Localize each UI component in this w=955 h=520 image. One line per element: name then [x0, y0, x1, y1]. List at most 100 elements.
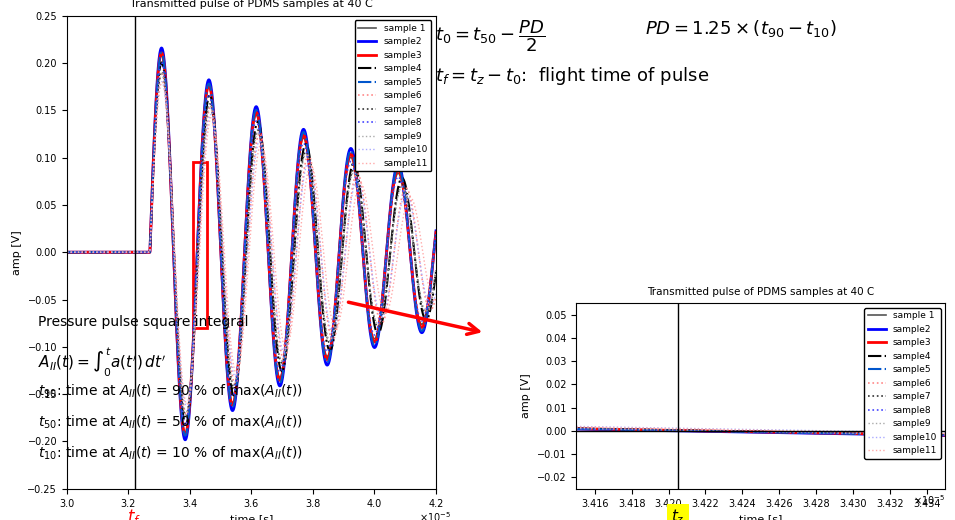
- sample6: [202, 108, 214, 114]
- sample7: [219, 296, 230, 303]
- Line: sample 1: sample 1: [576, 429, 945, 436]
- sample11: [219, 254, 230, 261]
- sample3: [733, 428, 745, 435]
- sample7: [865, 431, 877, 437]
- sample3: [608, 426, 620, 433]
- X-axis label: time [s]: time [s]: [230, 514, 273, 520]
- sample11: [384, 303, 395, 309]
- sample9: [219, 296, 230, 302]
- sample9: [423, 304, 435, 310]
- sample4: [180, 422, 192, 428]
- sample9: [156, 69, 167, 75]
- Line: sample3: sample3: [67, 53, 436, 435]
- sample2: [180, 437, 191, 443]
- sample2: [61, 249, 73, 255]
- sample 1: [570, 426, 582, 432]
- sample10: [202, 116, 214, 122]
- Line: sample11: sample11: [67, 82, 436, 404]
- sample9: [865, 431, 877, 437]
- sample2: [608, 426, 620, 433]
- sample8: [733, 428, 745, 435]
- sample3: [180, 432, 191, 438]
- sample5: [180, 433, 191, 439]
- sample7: [202, 102, 214, 109]
- sample8: [824, 430, 836, 436]
- Y-axis label: amp [V]: amp [V]: [521, 374, 531, 419]
- sample4: [940, 432, 951, 438]
- sample6: [859, 430, 870, 436]
- sample 1: [431, 230, 442, 236]
- sample9: [125, 249, 137, 255]
- sample3: [384, 219, 395, 226]
- Text: $t_{10}$: time at $A_{II}(t)$ = 10 % of max$(A_{II}(t))$: $t_{10}$: time at $A_{II}(t)$ = 10 % of …: [38, 445, 303, 462]
- sample4: [608, 426, 620, 432]
- sample10: [608, 424, 620, 430]
- sample9: [570, 425, 582, 432]
- sample10: [431, 289, 442, 295]
- sample7: [103, 249, 115, 255]
- sample8: [940, 432, 951, 438]
- sample5: [61, 249, 73, 255]
- sample4: [824, 430, 836, 436]
- sample10: [157, 79, 168, 85]
- sample11: [865, 429, 877, 435]
- Text: $t_{90}$: time at $A_{II}(t)$ = 90 % of max$(A_{II}(t))$: $t_{90}$: time at $A_{II}(t)$ = 90 % of …: [38, 382, 303, 399]
- sample8: [103, 249, 115, 255]
- sample5: [720, 428, 732, 435]
- Bar: [193, 162, 207, 328]
- sample6: [824, 430, 836, 436]
- sample11: [608, 424, 620, 431]
- sample2: [202, 77, 214, 83]
- sample 1: [125, 249, 137, 255]
- Text: $A_{II}(t) = \int_0^t a(t')\, dt'$: $A_{II}(t) = \int_0^t a(t')\, dt'$: [38, 346, 166, 379]
- sample4: [384, 259, 395, 266]
- sample5: [570, 426, 582, 432]
- sample6: [733, 428, 745, 434]
- sample10: [940, 430, 951, 436]
- Line: sample8: sample8: [67, 62, 436, 425]
- sample7: [720, 428, 732, 434]
- sample 1: [180, 431, 191, 437]
- sample4: [431, 268, 442, 275]
- sample4: [156, 59, 167, 66]
- sample 1: [219, 323, 230, 330]
- Title: Transmitted pulse of PDMS samples at 40 C: Transmitted pulse of PDMS samples at 40 …: [130, 0, 372, 9]
- sample3: [125, 249, 137, 255]
- sample4: [859, 431, 870, 437]
- sample2: [859, 431, 870, 437]
- sample3: [824, 430, 836, 436]
- sample8: [156, 59, 167, 66]
- sample 1: [156, 50, 167, 56]
- Line: sample 1: sample 1: [67, 53, 436, 434]
- sample8: [125, 249, 137, 255]
- Line: sample5: sample5: [67, 53, 436, 436]
- sample10: [733, 426, 745, 433]
- Text: $t_f = t_z - t_0$:  flight time of pulse: $t_f = t_z - t_0$: flight time of pulse: [435, 65, 709, 87]
- sample5: [125, 249, 137, 255]
- sample6: [180, 411, 192, 418]
- sample8: [202, 92, 214, 98]
- sample8: [61, 249, 73, 255]
- sample8: [219, 320, 230, 326]
- sample2: [125, 249, 137, 255]
- Line: sample7: sample7: [67, 72, 436, 416]
- sample5: [431, 228, 442, 235]
- sample3: [156, 50, 167, 56]
- sample10: [423, 301, 435, 307]
- sample3: [940, 432, 951, 438]
- sample4: [125, 249, 137, 255]
- Line: sample4: sample4: [67, 62, 436, 425]
- sample11: [859, 429, 870, 435]
- sample9: [859, 431, 870, 437]
- sample2: [156, 45, 167, 51]
- sample11: [157, 79, 168, 85]
- sample4: [570, 425, 582, 432]
- sample11: [570, 424, 582, 430]
- Legend: sample 1, sample2, sample3, sample4, sample5, sample6, sample7, sample8, sample9: sample 1, sample2, sample3, sample4, sam…: [354, 20, 432, 172]
- sample9: [608, 426, 620, 432]
- sample2: [824, 431, 836, 437]
- sample8: [384, 222, 395, 228]
- sample4: [423, 312, 435, 318]
- sample7: [180, 413, 192, 419]
- sample5: [219, 325, 230, 331]
